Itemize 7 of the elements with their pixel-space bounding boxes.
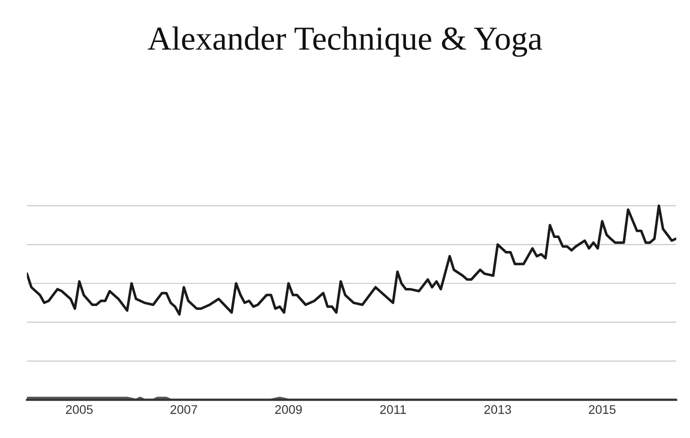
x-tick-label: 2011 [380,405,406,414]
x-tick-label: 2013 [484,405,512,414]
chart-title: Alexander Technique & Yoga [148,26,542,57]
x-tick-label: 2007 [170,405,198,414]
x-tick-label: 2015 [588,405,616,414]
x-tick-label: 2009 [275,405,302,414]
x-tick-label: 2005 [66,405,93,414]
